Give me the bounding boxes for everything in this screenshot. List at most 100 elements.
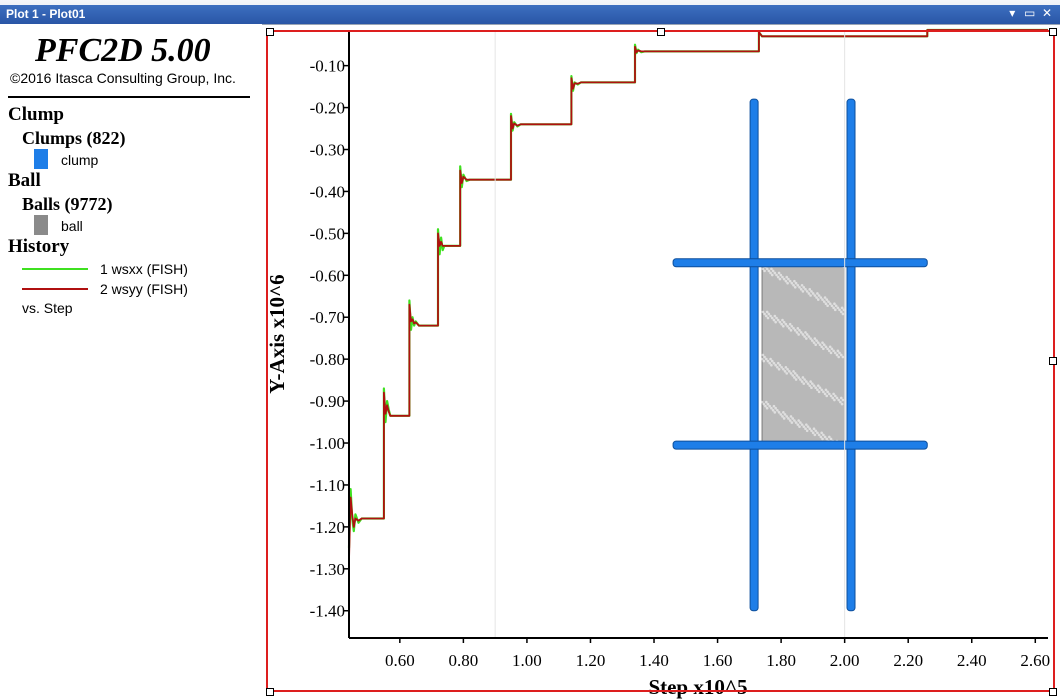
ball-particle xyxy=(815,296,818,299)
ball-particle xyxy=(819,435,823,439)
x-tick-label: 2.60 xyxy=(1020,651,1050,670)
ball-particle xyxy=(762,402,766,406)
ball-particle xyxy=(805,333,809,336)
plot-selection-frame[interactable] xyxy=(266,30,1055,692)
resize-handle-top-right[interactable] xyxy=(1049,28,1057,36)
ball-particle xyxy=(770,273,774,277)
ball-particle xyxy=(835,353,839,357)
ball-particle xyxy=(775,316,778,320)
ball-particle xyxy=(768,404,772,408)
ball-particle xyxy=(816,431,819,435)
ball-particle xyxy=(776,275,780,279)
ball-particle xyxy=(821,437,824,441)
ball-particle xyxy=(786,281,789,285)
ball-particle xyxy=(767,269,771,273)
ball-particle xyxy=(799,331,803,334)
ball-particle xyxy=(816,388,819,392)
ball-particle xyxy=(784,279,788,283)
ball-particle xyxy=(801,290,805,293)
ball-particle xyxy=(839,400,842,404)
y-tick-label: -0.90 xyxy=(310,392,345,411)
restore-icon[interactable]: ▭ xyxy=(1023,6,1036,20)
ball-particle xyxy=(820,388,823,392)
ball-particle xyxy=(776,408,779,412)
ball-particle xyxy=(827,300,830,303)
ball-particle xyxy=(813,337,817,340)
ball-particle xyxy=(825,298,829,301)
ball-particle xyxy=(822,347,825,351)
close-icon[interactable]: ✕ xyxy=(1041,6,1053,20)
ball-particle xyxy=(767,312,771,316)
ball-particle xyxy=(769,314,772,318)
resize-handle-top[interactable] xyxy=(657,28,665,36)
ball-particle xyxy=(812,384,816,387)
ball-particle xyxy=(798,286,801,289)
ball-particle xyxy=(773,271,777,275)
ball-particle xyxy=(825,394,829,398)
ball-particle xyxy=(762,359,766,363)
ball-particle xyxy=(829,437,833,441)
ball-particle xyxy=(784,365,788,369)
ball-particle xyxy=(808,384,812,387)
ball-particle xyxy=(806,425,810,428)
copyright-text: ©2016 Itasca Consulting Group, Inc. xyxy=(10,70,236,86)
ball-particle xyxy=(802,286,806,289)
ball-particle xyxy=(793,286,797,289)
plot-tab-bar[interactable]: Plot 1 - Plot01 ▾ ▭ ✕ xyxy=(0,5,1060,24)
x-axis-title: Step x10^5 xyxy=(648,675,747,699)
y-tick-label: -0.40 xyxy=(310,182,345,201)
ball-particle xyxy=(765,406,769,410)
ball-particle xyxy=(817,390,821,394)
ball-particle xyxy=(805,423,808,426)
dropdown-icon[interactable]: ▾ xyxy=(1009,6,1016,20)
ball-particle xyxy=(793,372,797,375)
y-tick-label: -1.40 xyxy=(310,602,345,621)
ball-particle xyxy=(763,269,766,273)
ball-particle xyxy=(794,378,798,381)
ball-particle xyxy=(813,294,817,297)
model-layer xyxy=(672,98,928,612)
x-tick-label: 1.20 xyxy=(576,651,606,670)
ball-particle xyxy=(826,304,829,308)
ball-particle xyxy=(805,337,808,340)
ball-particle xyxy=(805,429,809,433)
ball-particle xyxy=(773,411,777,414)
ball-particle xyxy=(797,333,800,336)
y-tick-label: -0.70 xyxy=(310,308,345,327)
ball-particle xyxy=(836,306,840,310)
ball-particle xyxy=(804,331,807,334)
ball-particle xyxy=(772,318,776,322)
ball-particle xyxy=(837,398,840,402)
ball-particle xyxy=(799,378,802,381)
ball-particle xyxy=(787,326,791,330)
ball-particle xyxy=(799,288,803,291)
ball-particle xyxy=(770,363,773,367)
resize-handle-top-left[interactable] xyxy=(266,28,274,36)
ball-particle xyxy=(818,386,822,390)
ball-particle xyxy=(823,435,827,439)
ball-particle xyxy=(805,290,809,293)
y-tick-label: -0.20 xyxy=(310,99,345,118)
ball-particle xyxy=(768,361,772,365)
ball-particle xyxy=(766,402,770,406)
ball-particle xyxy=(782,324,785,328)
resize-handle-right[interactable] xyxy=(1049,357,1057,365)
ball-particle xyxy=(822,300,826,303)
ball-particle xyxy=(841,398,845,402)
resize-handle-bottom-left[interactable] xyxy=(266,688,274,696)
ball-particle xyxy=(816,341,820,344)
ball-particle xyxy=(791,374,795,377)
ball-particle xyxy=(771,269,775,273)
ball-particle xyxy=(770,316,774,320)
ball-particle xyxy=(841,312,845,316)
ball-particle xyxy=(809,337,812,340)
ball-particle xyxy=(802,382,806,385)
legend-divider xyxy=(8,96,250,98)
plot-tab-title[interactable]: Plot 1 - Plot01 xyxy=(6,7,86,21)
ball-particle xyxy=(807,335,811,338)
ball-particle xyxy=(793,419,796,422)
ball-particle xyxy=(790,421,794,424)
ball-particle xyxy=(766,316,770,320)
resize-handle-bottom-right[interactable] xyxy=(1049,688,1057,696)
